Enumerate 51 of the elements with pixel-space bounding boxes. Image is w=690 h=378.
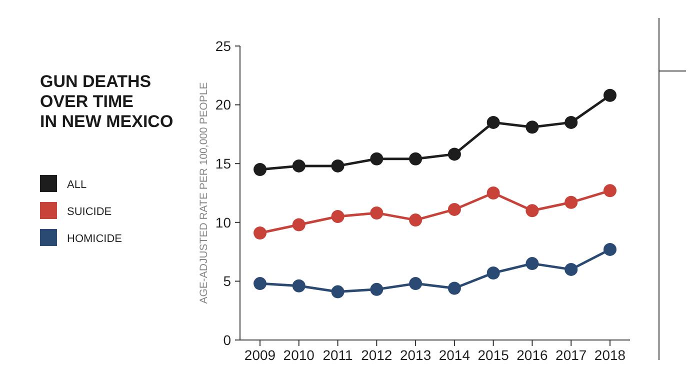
text: GUN DEATHS OVER TIME IN NEW MEXICO bbox=[40, 72, 174, 131]
legend-label: ALL bbox=[67, 179, 87, 191]
point bbox=[564, 262, 578, 276]
point bbox=[564, 196, 578, 209]
x-tick-label: 2018 bbox=[594, 347, 626, 363]
x-tick-label: 2011 bbox=[322, 347, 354, 363]
x-tick-label: 2014 bbox=[438, 347, 470, 363]
y-tick-label: 10 bbox=[215, 214, 232, 230]
x-tick-label: 2009 bbox=[244, 347, 276, 363]
y-tick-label: 0 bbox=[223, 332, 232, 348]
point bbox=[292, 279, 306, 292]
x-tick-label: 2013 bbox=[400, 347, 432, 363]
point bbox=[292, 159, 306, 172]
point bbox=[448, 148, 461, 161]
point bbox=[448, 282, 461, 295]
point bbox=[292, 218, 306, 232]
point bbox=[409, 277, 422, 290]
point bbox=[526, 257, 539, 270]
y-axis-title: AGE-ADJUSTED RATE PER 100,000 PEOPLE bbox=[198, 82, 210, 304]
y-tick-label: 25 bbox=[215, 38, 232, 54]
point bbox=[409, 152, 422, 166]
point bbox=[486, 186, 500, 200]
point bbox=[526, 120, 539, 134]
y-tick-label: 5 bbox=[223, 273, 232, 290]
point bbox=[486, 116, 500, 129]
point bbox=[526, 204, 539, 218]
point bbox=[254, 162, 266, 176]
legend-label: SUICIDE bbox=[67, 206, 112, 218]
point bbox=[448, 202, 461, 216]
point bbox=[409, 214, 422, 227]
x-tick-label: 2016 bbox=[516, 347, 548, 363]
x-tick-label: 2017 bbox=[556, 347, 587, 363]
point bbox=[486, 266, 500, 280]
point bbox=[370, 206, 384, 220]
point bbox=[331, 210, 344, 224]
point bbox=[254, 226, 266, 240]
x-tick-label: 2010 bbox=[283, 347, 315, 363]
legend-label: HOMICIDE bbox=[67, 233, 122, 245]
point bbox=[254, 277, 266, 290]
x-tick-label: 2012 bbox=[361, 347, 392, 363]
point bbox=[331, 285, 344, 298]
point bbox=[370, 282, 384, 296]
point bbox=[604, 242, 616, 256]
point bbox=[370, 152, 384, 166]
point bbox=[564, 116, 578, 129]
y-tick-label: 20 bbox=[215, 96, 232, 113]
point bbox=[604, 184, 616, 198]
x-tick-label: 2015 bbox=[478, 347, 510, 363]
point bbox=[604, 88, 616, 102]
point bbox=[331, 159, 344, 172]
y-tick-label: 15 bbox=[215, 156, 232, 172]
